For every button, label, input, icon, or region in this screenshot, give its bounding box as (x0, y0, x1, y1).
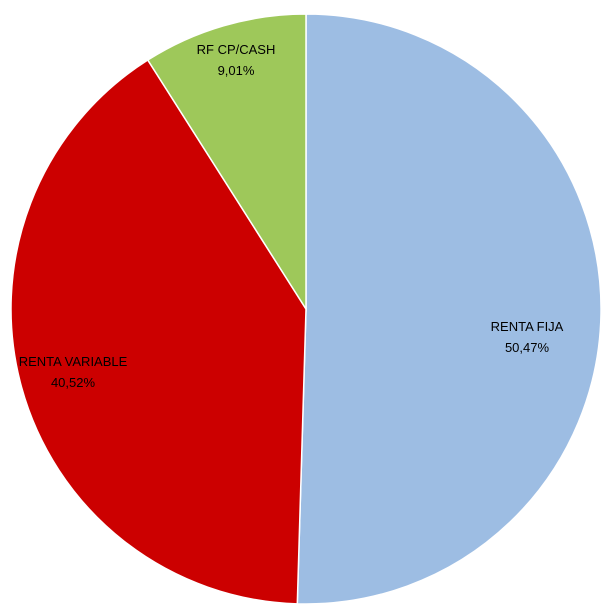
slice-value-label-renta-variable: 40,52% (51, 375, 96, 390)
pie-slice-rf-cp-cash (146, 13, 307, 312)
slice-label-rf-cp-cash: RF CP/CASH (197, 42, 276, 57)
slice-label-renta-variable: RENTA VARIABLE (19, 354, 128, 369)
pie-slice-renta-variable (10, 58, 307, 605)
slices-layer (10, 13, 602, 605)
slice-value-label-rf-cp-cash: 9,01% (218, 63, 255, 78)
slice-label-renta-fija: RENTA FIJA (491, 319, 564, 334)
labels-layer: RENTA FIJA 50,47% RENTA VARIABLE 40,52% RF C… (19, 42, 564, 390)
pie-slice-renta-fija (296, 13, 602, 605)
slice-value-label-renta-fija: 50,47% (505, 340, 550, 355)
